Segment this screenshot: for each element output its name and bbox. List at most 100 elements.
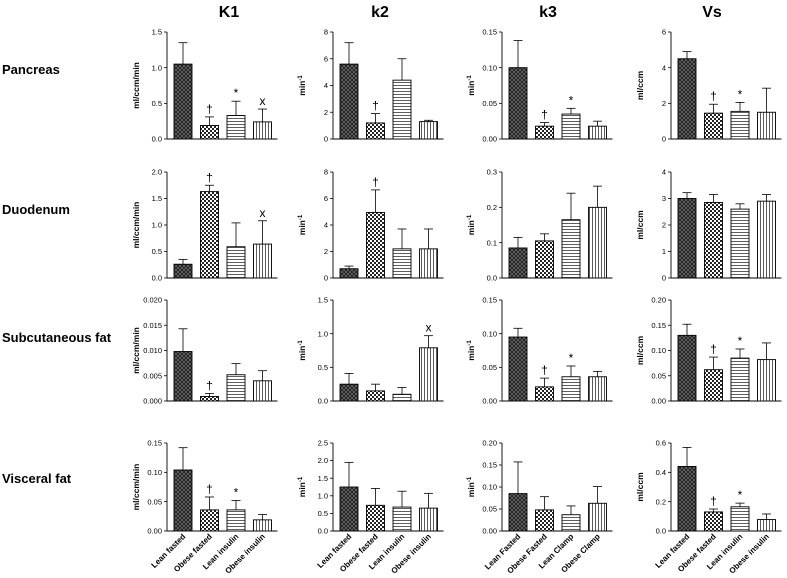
y-tick-label: 0.010 — [143, 346, 162, 355]
bar-lean-insulin — [730, 208, 750, 279]
column-title-k2: k2 — [371, 4, 389, 21]
y-axis-label: ml/ccm — [635, 210, 645, 240]
panel-r1-c3: 0 1 2 3 4 ml/ccm — [635, 168, 782, 283]
y-tick-label: 2 — [324, 108, 328, 117]
y-tick-label: 0.5 — [152, 99, 162, 108]
y-tick-label: 0.05 — [147, 497, 162, 506]
y-tick-label: 0.15 — [482, 28, 497, 37]
y-tick-label: 0.5 — [152, 247, 162, 256]
row-label-duodenum: Duodenum — [2, 202, 70, 217]
bar-lean-insulin — [561, 219, 581, 279]
y-tick-label: 0.5 — [318, 509, 328, 518]
y-tick-label: 0.2 — [487, 203, 497, 212]
y-axis-label: min-1 — [297, 214, 307, 235]
significance-mark: † — [206, 102, 213, 116]
bar-lean-insulin — [392, 248, 412, 279]
y-tick-label: 0.15 — [482, 296, 497, 305]
y-tick-label: 1.0 — [318, 329, 328, 338]
bar-obese-insulin — [253, 519, 272, 532]
y-tick-label: 2.0 — [152, 168, 162, 177]
panel-r0-c0: 0.0 0.5 1.0 1.5 ml/ccm/min † * x — [131, 28, 278, 144]
bar-lean-fasted — [339, 486, 359, 532]
bar-obese-fasted — [704, 202, 723, 279]
y-tick-label: 0.0 — [152, 274, 162, 283]
bar-obese-fasted — [535, 386, 554, 402]
bar-lean-insulin — [226, 509, 246, 532]
significance-mark: † — [206, 378, 213, 392]
y-tick-label: 0.0 — [318, 397, 328, 406]
y-tick-label: 0.2 — [656, 497, 666, 506]
significance-mark: * — [738, 488, 743, 502]
y-tick-label: 0.20 — [482, 439, 497, 448]
y-axis-label: min-1 — [297, 476, 307, 497]
bar-obese-fasted — [366, 504, 385, 532]
y-tick-label: 1 — [662, 247, 666, 256]
bar-lean-fasted — [508, 67, 528, 140]
y-tick-label: 0.005 — [143, 371, 162, 380]
bar-obese-fasted — [704, 112, 723, 140]
row-label-visceral-fat: Visceral fat — [2, 471, 72, 486]
bar-obese-fasted — [535, 125, 554, 140]
bar-obese-insulin — [757, 111, 776, 140]
y-tick-label: 0.10 — [482, 63, 497, 72]
column-title-k3: k3 — [539, 4, 557, 21]
y-tick-label: 0.020 — [143, 296, 162, 305]
bar-lean-insulin — [226, 246, 246, 279]
y-tick-label: 2.5 — [318, 439, 328, 448]
y-axis-label: min-1 — [466, 214, 476, 235]
y-axis-label: min-1 — [297, 75, 307, 96]
y-tick-label: 0.05 — [482, 363, 497, 372]
y-tick-label: 0.3 — [487, 168, 497, 177]
row-label-subcutaneous-fat: Subcutaneous fat — [2, 330, 112, 345]
bar-lean-insulin — [561, 514, 581, 532]
bar-obese-insulin — [588, 206, 607, 279]
bar-lean-fasted — [173, 351, 193, 402]
bar-obese-fasted — [200, 124, 219, 140]
bar-lean-insulin — [392, 393, 412, 402]
y-tick-label: 0.15 — [147, 439, 162, 448]
significance-mark: † — [541, 363, 548, 377]
bar-obese-insulin — [253, 243, 272, 279]
y-axis-label: min-1 — [466, 75, 476, 96]
y-tick-label: 0.0 — [656, 527, 666, 536]
significance-mark: † — [541, 108, 548, 122]
y-tick-label: 1.5 — [152, 28, 162, 37]
y-tick-label: 0 — [324, 135, 328, 144]
y-tick-label: 4 — [324, 221, 328, 230]
bar-lean-fasted — [339, 383, 359, 402]
chart-panels: 0.00.51.01.5ml/ccm/min †*x02468min-1†0.00… — [131, 28, 782, 576]
y-tick-label: 1.0 — [318, 491, 328, 500]
y-axis-label: min-1 — [466, 476, 476, 497]
y-tick-label: 1.5 — [152, 194, 162, 203]
y-tick-label: 0.00 — [147, 527, 162, 536]
significance-mark: x — [426, 321, 432, 335]
bar-obese-insulin — [757, 519, 776, 532]
y-tick-label: 0.00 — [651, 397, 666, 406]
bar-lean-fasted — [677, 58, 697, 140]
y-axis-label: ml/ccm/min — [131, 202, 141, 249]
bar-obese-insulin — [419, 347, 438, 402]
y-tick-label: 0 — [324, 274, 328, 283]
significance-mark: † — [710, 494, 717, 508]
bar-obese-insulin — [253, 380, 272, 402]
y-tick-label: 0.00 — [482, 397, 497, 406]
bar-obese-insulin — [588, 125, 607, 140]
y-axis-label: ml/ccm — [635, 335, 645, 365]
y-tick-label: 0.20 — [651, 296, 666, 305]
bar-lean-fasted — [508, 493, 528, 532]
y-tick-label: 8 — [324, 168, 328, 177]
y-tick-label: 0.15 — [482, 461, 497, 470]
column-title-k1: K1 — [219, 4, 240, 21]
bar-obese-fasted — [200, 509, 219, 532]
bar-obese-insulin — [419, 248, 438, 279]
bar-lean-fasted — [173, 63, 193, 140]
bar-lean-fasted — [677, 466, 697, 532]
panel-r1-c2: 0.0 0.1 0.2 0.3 min-1 — [466, 168, 613, 283]
significance-mark: † — [372, 175, 379, 189]
bar-lean-fasted — [339, 63, 359, 140]
bar-obese-insulin — [419, 507, 438, 532]
panel-r2-c3: 0.00 0.05 0.10 0.15 0.20 ml/ccm † * — [635, 296, 782, 406]
y-axis-label: ml/ccm — [635, 472, 645, 502]
y-tick-label: 0.6 — [656, 439, 666, 448]
